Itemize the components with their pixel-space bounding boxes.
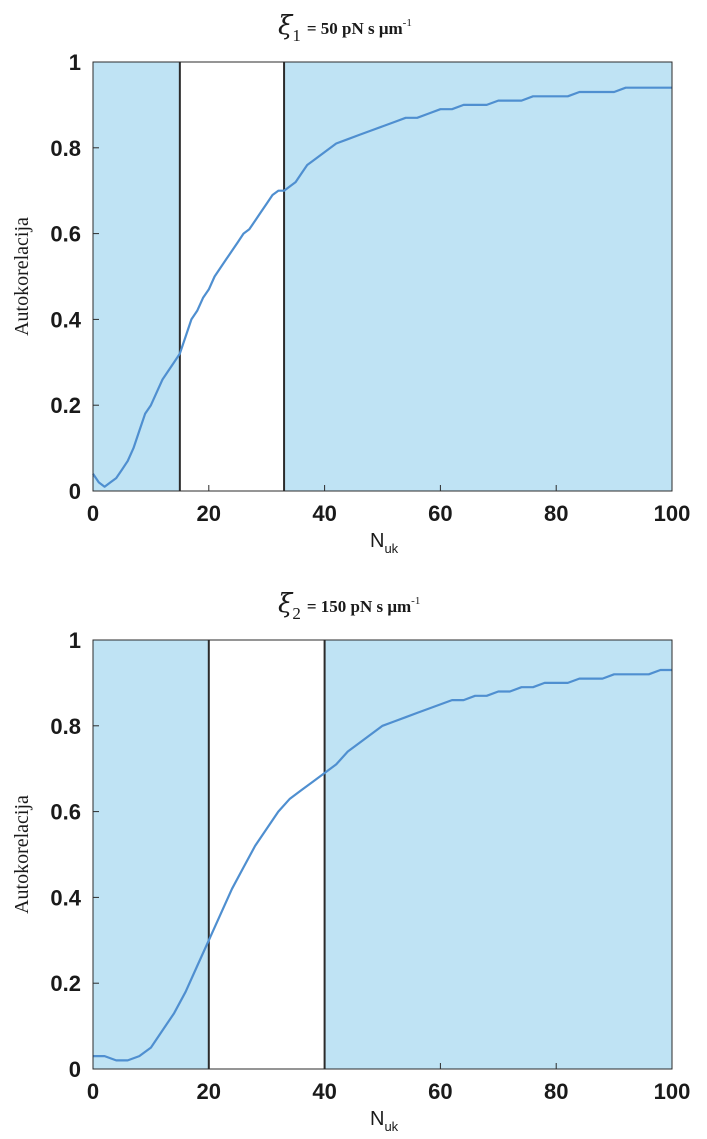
chart-1-ylabel: Autokorelacija xyxy=(11,217,33,336)
chart-1-title-subscript: 1 xyxy=(292,26,301,45)
chart-2-ytick-label-0: 0 xyxy=(69,1057,81,1082)
chart-1-xtick-label-1: 20 xyxy=(197,501,221,526)
chart-1-frame xyxy=(92,61,673,492)
chart-2-xlabel-main: N xyxy=(370,1108,384,1130)
chart-1-ytick-label-1: 0.2 xyxy=(50,393,81,418)
chart-2-title-symbol: ξ xyxy=(278,589,294,619)
chart-2-xlabel: Nuk xyxy=(370,1108,399,1134)
chart-1-ytick-label-2: 0.4 xyxy=(50,307,81,332)
chart-2-xtick-label-5: 100 xyxy=(654,1079,691,1104)
chart-2-ytick-label-2: 0.4 xyxy=(50,885,81,910)
chart-1-xlabel-sub: uk xyxy=(384,541,398,556)
chart-2-title-text: = 150 pN s μm xyxy=(307,597,411,616)
chart-1-title-symbol: ξ xyxy=(278,11,294,41)
chart-2-series-line-0 xyxy=(93,668,672,1062)
chart-2-xtick-label-0: 0 xyxy=(87,1079,99,1104)
chart-1-ytick-label-3: 0.6 xyxy=(50,222,81,247)
chart-1-title: ξ1 = 50 pN s μm-1 xyxy=(278,11,412,45)
chart-2-ytick-label-4: 0.8 xyxy=(50,714,81,739)
chart-1-xtick-label-3: 60 xyxy=(428,501,452,526)
autocorrelation-chart-1: ξ1 = 50 pN s μm-1 0 0.2 0.4 0.6 0.8 1 0 20 40 60 80 1… xyxy=(0,0,707,560)
chart-1-xtick-label-4: 80 xyxy=(544,501,568,526)
autocorrelation-chart-2: ξ2 = 150 pN s μm-1 0 0.2 0.4 0.6 0.8 1 0 20 40 60 80… xyxy=(0,578,707,1138)
chart-1-xtick-label-2: 40 xyxy=(312,501,336,526)
chart-1-ytick-label-0: 0 xyxy=(69,479,81,504)
chart-2-xtick-label-2: 40 xyxy=(312,1079,336,1104)
chart-1-series-line-0 xyxy=(92,86,672,488)
chart-1-xtick-label-5: 100 xyxy=(654,501,691,526)
chart-1-xlabel-main: N xyxy=(370,530,384,552)
chart-2-highlight-band xyxy=(208,640,325,1069)
chart-2-title-subscript: 2 xyxy=(292,604,301,623)
chart-1-xtick-label-0: 0 xyxy=(87,501,99,526)
chart-1-title-text: = 50 pN s μm xyxy=(307,19,403,38)
chart-2-ylabel: Autokorelacija xyxy=(11,795,33,914)
chart-1-xlabel: Nuk xyxy=(370,530,399,556)
chart-2-xtick-label-4: 80 xyxy=(544,1079,568,1104)
chart-2-ytick-label-1: 0.2 xyxy=(50,971,81,996)
chart-2-xtick-label-1: 20 xyxy=(197,1079,221,1104)
chart-2-plot-area xyxy=(93,640,672,1069)
chart-2-svg: ξ2 = 150 pN s μm-1 0 0.2 0.4 0.6 0.8 1 0 20 40 60 80… xyxy=(11,589,691,1134)
chart-2-title-superscript: -1 xyxy=(411,595,420,607)
chart-2-frame xyxy=(92,639,673,1070)
chart-1-svg: ξ1 = 50 pN s μm-100.20.40.60.810 20 40 60 80 1… xyxy=(11,11,691,556)
chart-1-highlight-band xyxy=(179,62,285,491)
chart-1-title-superscript: -1 xyxy=(403,17,412,29)
chart-2-title: ξ2 = 150 pN s μm-1 xyxy=(278,589,420,623)
chart-1-ytick-label-5: 1 xyxy=(69,50,81,75)
chart-2-ytick-label-5: 1 xyxy=(69,628,81,653)
chart-2-xtick-label-3: 60 xyxy=(428,1079,452,1104)
chart-1-ytick-label-4: 0.8 xyxy=(50,136,81,161)
chart-2-xlabel-sub: uk xyxy=(384,1119,398,1134)
chart-2-ytick-label-3: 0.6 xyxy=(50,800,81,825)
